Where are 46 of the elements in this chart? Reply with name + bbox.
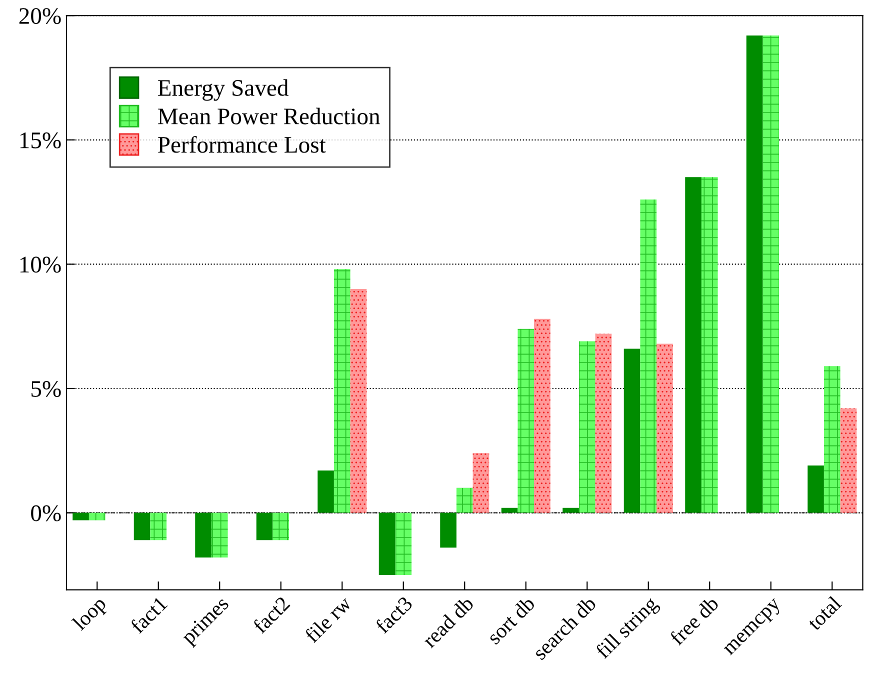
bar bbox=[350, 289, 367, 513]
x-tick-label: file rw bbox=[304, 594, 352, 644]
bar bbox=[578, 341, 596, 513]
bar bbox=[824, 366, 840, 513]
bar bbox=[211, 512, 228, 558]
bar bbox=[72, 512, 89, 520]
bar bbox=[150, 512, 167, 540]
bar bbox=[562, 508, 579, 513]
bar bbox=[318, 470, 334, 513]
bar bbox=[501, 508, 518, 513]
bar bbox=[378, 512, 396, 575]
bar bbox=[440, 512, 456, 548]
bar bbox=[746, 35, 763, 513]
bar bbox=[640, 200, 657, 513]
y-tick-label: 20% bbox=[19, 8, 61, 24]
legend-label: Mean Power Reduction bbox=[158, 108, 380, 124]
bar bbox=[456, 488, 473, 513]
bar bbox=[595, 334, 612, 513]
bar bbox=[534, 318, 550, 513]
bar bbox=[685, 177, 702, 513]
y-tick-label: 5% bbox=[32, 380, 61, 397]
legend-label: Energy Saved bbox=[158, 79, 288, 101]
bar bbox=[762, 35, 780, 513]
bar bbox=[256, 512, 273, 540]
x-tick-label: read db bbox=[421, 595, 474, 649]
bar bbox=[334, 269, 350, 513]
bar bbox=[395, 512, 412, 575]
bar bbox=[701, 177, 718, 513]
bar bbox=[518, 328, 534, 513]
y-tick-label: 15% bbox=[20, 132, 61, 148]
x-tick-label: free db bbox=[668, 595, 720, 646]
legend-label: Performance Lost bbox=[158, 136, 326, 153]
x-tick-label: sort db bbox=[486, 595, 536, 645]
bar bbox=[272, 512, 290, 540]
bar bbox=[472, 453, 490, 513]
y-tick-label: 0% bbox=[31, 505, 61, 522]
bar bbox=[88, 512, 106, 520]
bar bbox=[195, 512, 212, 558]
bar bbox=[656, 344, 673, 513]
bar bbox=[134, 512, 150, 540]
bar bbox=[840, 408, 857, 513]
x-tick-label: loop bbox=[71, 595, 110, 634]
bar bbox=[808, 466, 824, 513]
y-tick-label: 10% bbox=[20, 256, 61, 273]
bar bbox=[624, 348, 640, 513]
x-tick-label: total bbox=[806, 595, 842, 632]
